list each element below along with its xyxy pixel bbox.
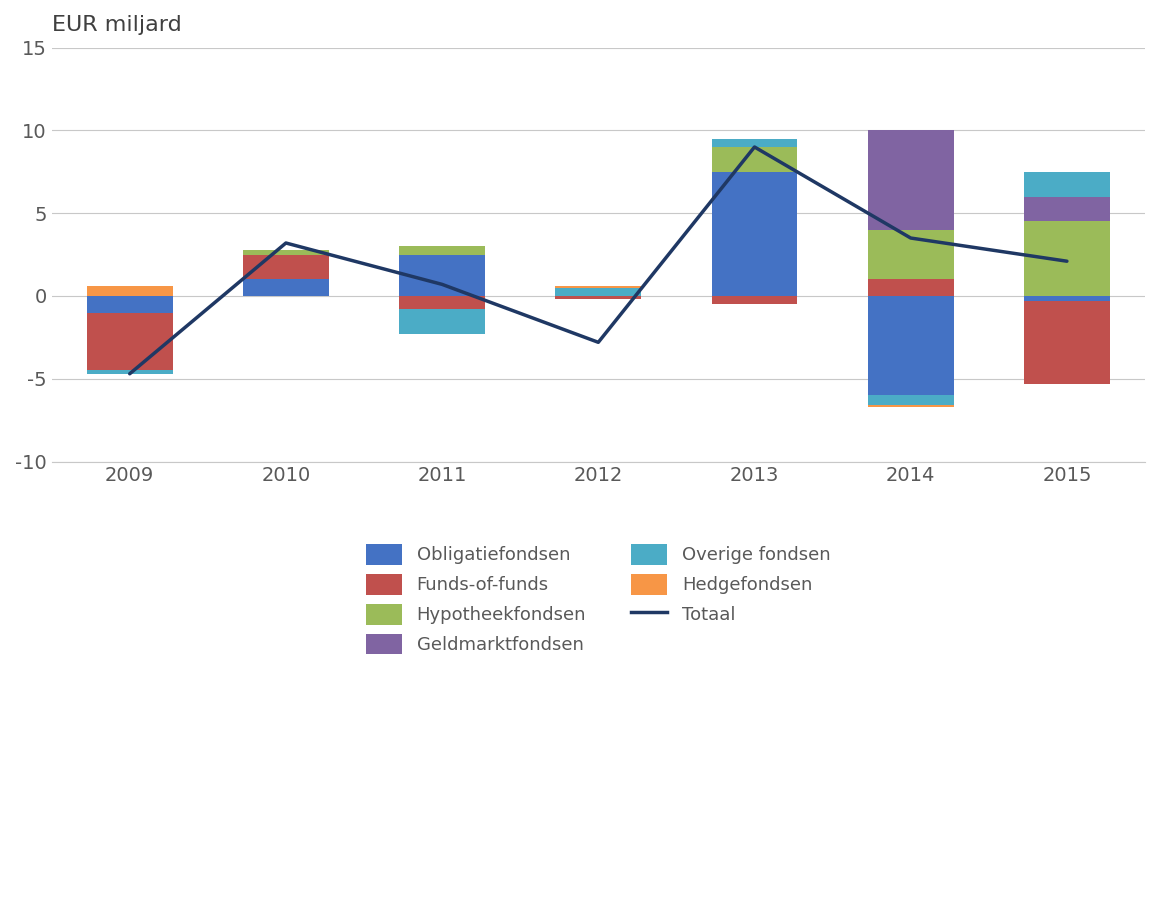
Bar (1024, 171, 1110, 197)
Bar (242, 254, 329, 280)
Bar (711, 147, 797, 171)
Bar (868, 405, 954, 407)
Bar (868, 395, 954, 405)
Bar (242, 280, 329, 296)
Bar (868, 131, 954, 230)
Legend: Obligatiefondsen, Funds-of-funds, Hypotheekfondsen, Geldmarktfondsen, Overige fo: Obligatiefondsen, Funds-of-funds, Hypoth… (358, 537, 838, 662)
Text: EUR miljard: EUR miljard (51, 15, 181, 35)
Bar (1024, 222, 1110, 296)
Bar (868, 230, 954, 280)
Bar (399, 246, 485, 254)
Bar (87, 296, 173, 312)
Bar (399, 254, 485, 296)
Bar (87, 371, 173, 373)
Bar (711, 139, 797, 147)
Bar (87, 312, 173, 371)
Bar (868, 296, 954, 395)
Bar (868, 280, 954, 296)
Bar (399, 296, 485, 309)
Bar (556, 296, 641, 299)
Bar (556, 288, 641, 296)
Bar (242, 250, 329, 254)
Bar (711, 171, 797, 296)
Bar (399, 309, 485, 334)
Bar (87, 286, 173, 296)
Bar (1024, 197, 1110, 222)
Bar (556, 286, 641, 288)
Bar (1024, 296, 1110, 301)
Bar (1024, 301, 1110, 383)
Bar (711, 296, 797, 304)
